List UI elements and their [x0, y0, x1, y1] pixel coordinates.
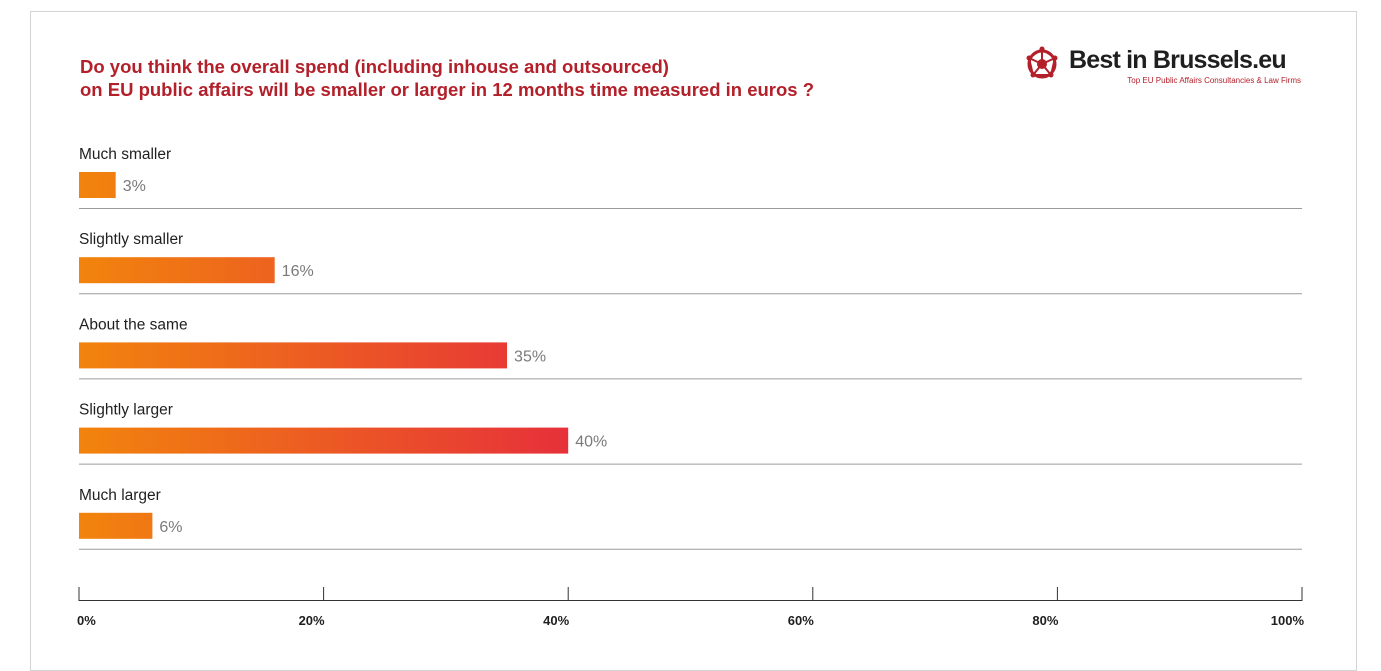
- category-label: About the same: [79, 316, 188, 333]
- chart-title: Do you think the overall spend (includin…: [80, 55, 814, 101]
- title-line-2: on EU public affairs will be smaller or …: [80, 79, 815, 100]
- value-label: 16%: [282, 263, 314, 280]
- brand-logo: Best in Brussels.eu Top EU Public Affair…: [1024, 45, 1304, 87]
- bar: [79, 257, 275, 284]
- category-label: Slightly larger: [79, 402, 173, 419]
- category-label: Slightly smaller: [79, 231, 183, 248]
- x-tick-label: 100%: [1271, 613, 1305, 628]
- x-tick-label: 40%: [543, 613, 569, 628]
- value-label: 3%: [123, 178, 146, 195]
- bar-row: Much larger 6%: [79, 487, 1302, 550]
- category-label: Much larger: [79, 487, 161, 504]
- title-line-1: Do you think the overall spend (includin…: [80, 56, 669, 77]
- bar-row: Slightly larger 40%: [79, 402, 1302, 465]
- bar-chart: Much smaller 3% Slightly smaller 16% About t…: [77, 146, 1304, 628]
- value-label: 35%: [514, 348, 546, 365]
- x-tick-label: 80%: [1032, 613, 1058, 628]
- bar: [79, 342, 508, 369]
- x-axis: 0% 20% 40% 60% 80% 100%: [77, 587, 1304, 628]
- category-label: Much smaller: [79, 146, 171, 163]
- x-tick-label: 20%: [299, 613, 325, 628]
- value-label: 40%: [575, 434, 607, 451]
- bar: [79, 512, 153, 539]
- bar: [79, 427, 569, 454]
- x-tick-label: 0%: [77, 613, 96, 628]
- brand-name: Best in Brussels.eu: [1069, 46, 1287, 74]
- value-label: 6%: [159, 519, 182, 536]
- x-tick-label: 60%: [788, 613, 814, 628]
- bar-row: About the same 35%: [79, 316, 1302, 380]
- bar-row: Slightly smaller 16%: [79, 231, 1302, 295]
- bar-rows: Much smaller 3% Slightly smaller 16% About t…: [79, 146, 1302, 550]
- bar: [79, 172, 116, 198]
- globe-network-icon: [1026, 46, 1058, 79]
- brand-tagline: Top EU Public Affairs Consultancies & La…: [1127, 76, 1301, 85]
- bar-row: Much smaller 3%: [79, 146, 1302, 209]
